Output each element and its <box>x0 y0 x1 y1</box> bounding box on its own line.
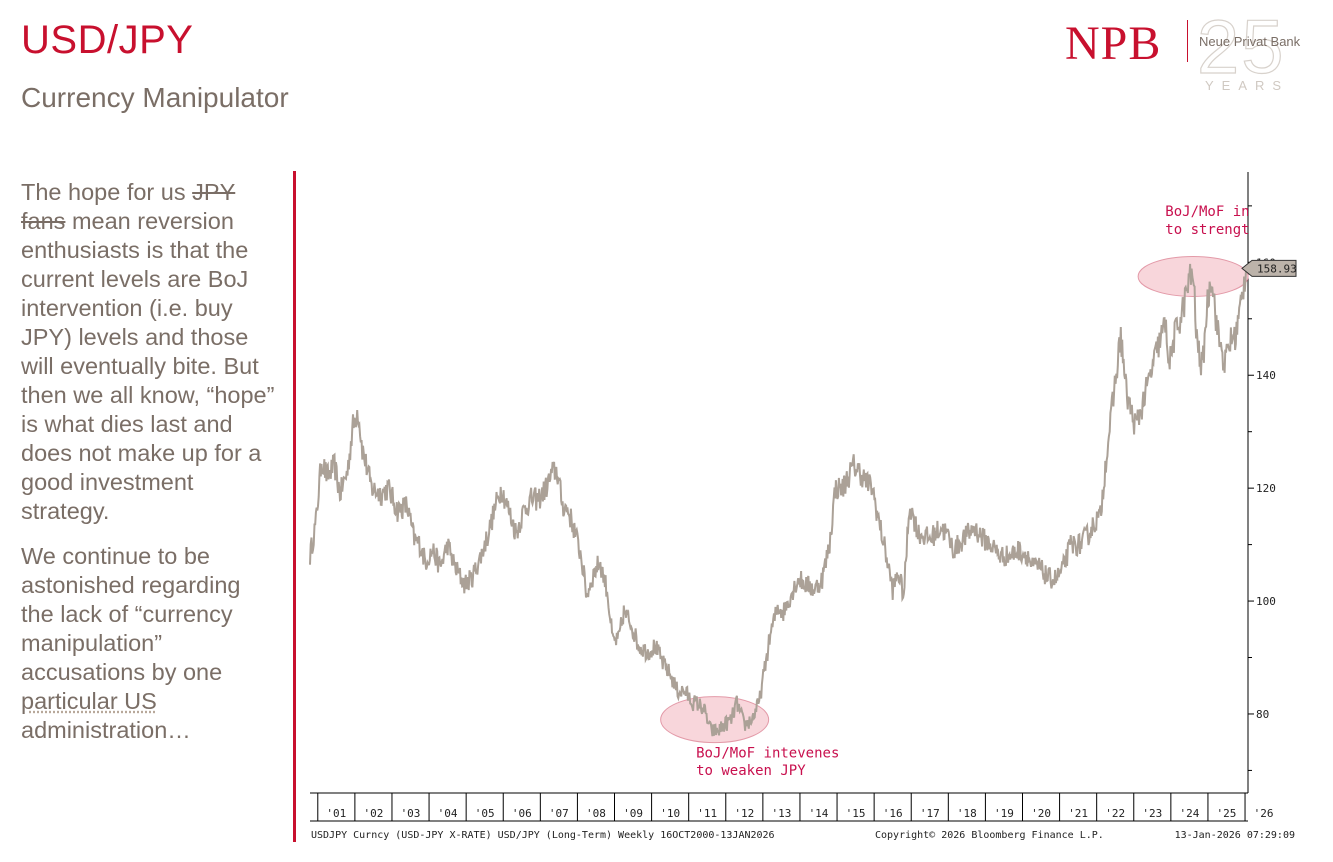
chart-footer-copyright: Copyright© 2026 Bloomberg Finance L.P. <box>875 830 1104 841</box>
x-axis: '01 '02 '03 '04 '05 '06 '07 '08 '09 '10 '11 '12 '13 '… <box>317 793 1274 821</box>
x-tick-label: '13 <box>771 807 791 820</box>
x-tick-label: '24 <box>1179 807 1199 820</box>
x-tick-label: '18 <box>957 807 977 820</box>
x-tick-label: '05 <box>475 807 495 820</box>
x-tick-label: '22 <box>1105 807 1125 820</box>
commentary-paragraph-1: The hope for us JPY fans mean reversion … <box>21 178 276 526</box>
commentary: The hope for us JPY fans mean reversion … <box>21 178 276 761</box>
chart-footer-timestamp: 13-Jan-2026 07:29:09 <box>1175 830 1295 841</box>
annotation-weaken-line2: to weaken JPY <box>696 763 806 779</box>
logo-bank-name: Neue Privat Bank <box>1199 34 1301 49</box>
y-axis: 80100120140160 <box>1248 205 1276 771</box>
commentary-paragraph-2: We continue to be astonished regarding t… <box>21 542 276 745</box>
last-value-label: 158.93 <box>1257 262 1297 275</box>
underlined-text: particular US <box>21 688 157 714</box>
annotation-weaken-line1: BoJ/MoF intevenes <box>696 745 839 761</box>
x-tick-label: '20 <box>1031 807 1051 820</box>
y-tick-label: 100 <box>1256 595 1276 608</box>
x-tick-label: '17 <box>920 807 940 820</box>
x-tick-label: '09 <box>623 807 643 820</box>
page-title: USD/JPY <box>21 18 194 62</box>
page-subtitle: Currency Manipulator <box>21 82 289 113</box>
x-tick-label: '19 <box>994 807 1014 820</box>
vertical-divider <box>293 171 296 842</box>
commentary-text: We continue to be astonished regarding t… <box>21 543 241 685</box>
x-tick-label: '11 <box>697 807 717 820</box>
x-tick-label: '15 <box>846 807 866 820</box>
x-tick-label: '10 <box>660 807 680 820</box>
chart-frame <box>310 172 1249 822</box>
annotation-ellipses <box>660 255 1249 744</box>
last-value-flag <box>1241 259 1297 277</box>
npb-logo: 25 YEARS NPB Neue Privat Bank <box>1063 4 1303 102</box>
logo-divider <box>1187 20 1188 62</box>
commentary-text: mean reversion enthusiasts is that the c… <box>21 208 275 524</box>
x-tick-label: '07 <box>549 807 569 820</box>
last-value-marker: 158.93 <box>1241 259 1297 277</box>
x-tick-label: '12 <box>734 807 754 820</box>
commentary-text: The hope for us <box>21 179 193 205</box>
x-tick-label: '08 <box>586 807 606 820</box>
logo-brand: NPB <box>1065 17 1162 70</box>
y-tick-label: 80 <box>1256 708 1269 721</box>
struck-text: JPY fans <box>21 179 236 234</box>
y-tick-label: 140 <box>1256 369 1276 382</box>
annotation-strengthen-line1: BoJ/MoF intevenes <box>1165 204 1308 220</box>
x-tick-label: '06 <box>512 807 532 820</box>
logo-years: YEARS <box>1205 78 1290 93</box>
annotation-strengthen-line2: to strengthen JPY <box>1165 222 1308 238</box>
x-tick-label: '02 <box>363 807 383 820</box>
usdjpy-series-line <box>309 263 1248 737</box>
x-tick-label: '01 <box>326 807 346 820</box>
y-tick-label: 120 <box>1256 482 1276 495</box>
x-tick-label: '26 <box>1254 807 1274 820</box>
chart-footer-source: USDJPY Curncy (USD-JPY X-RATE) USD/JPY (… <box>311 830 775 841</box>
x-tick-label: '03 <box>401 807 421 820</box>
x-tick-label: '16 <box>883 807 903 820</box>
usdjpy-chart: BoJ/MoF intevenes to weaken JPY BoJ/MoF in… <box>309 172 1308 841</box>
x-tick-label: '21 <box>1068 807 1088 820</box>
x-tick-label: '14 <box>809 807 829 820</box>
commentary-text: administration… <box>21 717 191 743</box>
x-tick-label: '04 <box>438 807 458 820</box>
annotation-texts: BoJ/MoF intevenes to weaken JPY BoJ/MoF in… <box>696 204 1308 779</box>
x-tick-label: '25 <box>1217 807 1237 820</box>
logo-anniversary: 25 <box>1196 4 1286 90</box>
x-tick-label: '23 <box>1142 807 1162 820</box>
